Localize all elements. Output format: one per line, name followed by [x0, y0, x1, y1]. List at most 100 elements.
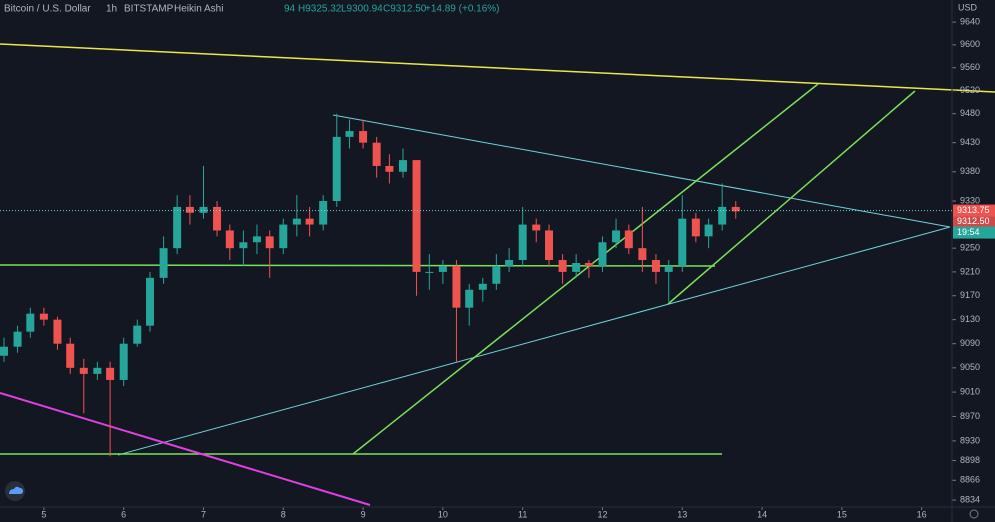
candle-body — [691, 218, 700, 237]
y-tick-label: 9090 — [960, 338, 980, 348]
candle-body — [53, 319, 62, 344]
x-tick-label: 10 — [438, 509, 448, 519]
candle-body — [664, 265, 673, 272]
candle-body — [558, 260, 567, 272]
candle-body — [332, 136, 341, 202]
candle-body — [292, 218, 301, 225]
trend-line — [117, 226, 951, 456]
symbol: Bitcoin / U.S. Dollar — [4, 4, 91, 15]
channel-line — [352, 83, 819, 455]
candle-body — [718, 206, 727, 225]
logo-cloud — [9, 486, 23, 494]
interval: 1h — [106, 4, 117, 15]
last-price-label: 9312.50 — [957, 216, 990, 226]
trend-line — [0, 392, 371, 506]
candle-body — [146, 277, 155, 326]
y-tick-label: 9560 — [960, 62, 980, 72]
candle-body — [79, 367, 88, 374]
candle-body — [0, 346, 8, 356]
y-tick-label: 9640 — [960, 16, 980, 26]
x-tick-label: 12 — [597, 509, 607, 519]
price-label-bg — [953, 204, 995, 217]
y-tick-label: 9520 — [960, 85, 980, 95]
y-tick-label: 9380 — [960, 166, 980, 176]
y-tick-label: 9600 — [960, 39, 980, 49]
candle-body — [133, 325, 142, 344]
candle-body — [452, 265, 461, 308]
candle-body — [159, 248, 168, 278]
candle-body — [532, 224, 541, 231]
candle-body — [731, 206, 740, 212]
candle-body — [93, 367, 102, 374]
y-tick-label: 9430 — [960, 137, 980, 147]
candle-body — [465, 289, 474, 308]
x-tick-label: 9 — [361, 509, 366, 519]
candle-body — [651, 260, 660, 272]
y-tick-label: 8970 — [960, 411, 980, 421]
candle-body — [199, 206, 208, 213]
candle-body — [213, 206, 222, 231]
y-tick-label: 8834 — [960, 494, 980, 504]
candle-body — [492, 265, 501, 284]
settings-button[interactable] — [969, 509, 979, 519]
logo[interactable] — [5, 481, 25, 501]
candle-body — [119, 343, 128, 380]
candle-body — [624, 230, 633, 249]
ohlc-open: 94 — [284, 4, 296, 15]
candle-body — [13, 331, 22, 347]
x-tick-label: 6 — [121, 509, 126, 519]
candle-body — [572, 262, 581, 272]
x-tick-label: 16 — [917, 509, 927, 519]
x-tick-label: 5 — [41, 509, 46, 519]
candle-body — [185, 206, 194, 213]
candle-body — [638, 248, 647, 261]
y-tick-label: 9130 — [960, 314, 980, 324]
candle-body — [173, 206, 182, 249]
channel-line — [667, 90, 916, 305]
y-tick-label: 8930 — [960, 435, 980, 445]
candle-body — [478, 283, 487, 290]
candle-body — [39, 313, 48, 320]
candle-body — [225, 230, 234, 249]
candle-body — [26, 313, 35, 332]
drawings — [0, 43, 995, 506]
candle-body — [66, 343, 75, 368]
ohlc-close: C9312.50 — [383, 4, 427, 15]
y-tick-label: 9210 — [960, 266, 980, 276]
chart-style: Heikin Ashi — [174, 4, 223, 15]
candle-body — [425, 271, 434, 273]
candle-body — [704, 224, 713, 237]
exchange: BITSTAMP — [124, 4, 174, 15]
x-tick-label: 13 — [677, 509, 687, 519]
y-tick-label: 9170 — [960, 290, 980, 300]
candle-body — [252, 236, 261, 243]
candle-body — [438, 265, 447, 272]
ohlc-change: +14.89 (+0.16%) — [425, 4, 500, 15]
candle-body — [305, 218, 314, 225]
horizontal-line — [0, 264, 716, 267]
last-price-bg — [953, 215, 995, 228]
candle-body — [598, 242, 607, 266]
trend-line — [332, 114, 951, 228]
candle-body — [518, 224, 527, 261]
y-tick-label: 8866 — [960, 475, 980, 485]
candle-body — [584, 262, 593, 266]
candle-body — [612, 230, 621, 243]
candle-body — [545, 230, 554, 261]
candle-body — [106, 367, 115, 380]
candle-body — [412, 160, 421, 272]
candle-body — [359, 131, 368, 143]
candle-body — [319, 201, 328, 225]
x-tick-label: 11 — [518, 509, 527, 519]
x-tick-label: 7 — [201, 509, 206, 519]
candle-body — [398, 160, 407, 172]
y-tick-label: 9480 — [960, 108, 980, 118]
countdown: 19:54 — [957, 227, 980, 237]
y-tick-label: 9050 — [960, 362, 980, 372]
y-tick-label: 9330 — [960, 195, 980, 205]
x-tick-label: 14 — [757, 509, 767, 519]
y-tick-label: 8898 — [960, 455, 980, 465]
candle-body — [239, 242, 248, 249]
